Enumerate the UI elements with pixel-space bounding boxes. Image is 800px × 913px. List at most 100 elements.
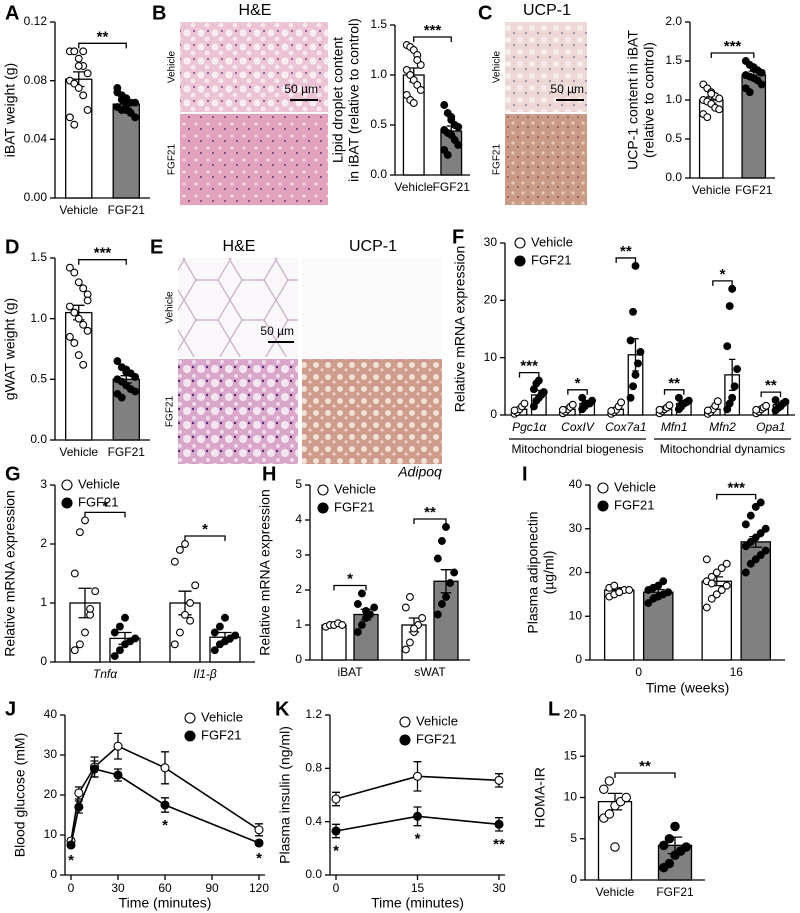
row-label: FGF21 <box>167 144 178 176</box>
group-label: Mitochondrial dynamics <box>660 442 785 456</box>
data-point <box>631 370 640 379</box>
histology-image <box>178 258 298 357</box>
y-tick-label: 3 <box>40 477 47 491</box>
data-point <box>353 628 362 636</box>
data-point <box>741 568 750 577</box>
data-point <box>83 69 92 78</box>
y-axis-label: Plasma insulin (ng/ml) <box>277 726 293 864</box>
data-point <box>625 586 634 594</box>
significance-label: * <box>256 850 262 867</box>
row-label: FGF21 <box>492 144 503 176</box>
data-point <box>186 616 195 625</box>
data-point <box>629 382 637 391</box>
panel-letter: F <box>452 226 464 248</box>
y-tick-label: 40 <box>44 707 58 721</box>
x-tick-label: CoxIV <box>561 420 595 434</box>
y-axis-label: Relative mRNA expression <box>452 246 468 413</box>
data-point <box>631 261 640 270</box>
data-point <box>707 89 716 98</box>
legend-marker <box>597 482 609 494</box>
legend-label: Vehicle <box>416 713 458 728</box>
row-label: Vehicle <box>165 291 176 324</box>
error-bar <box>440 569 452 594</box>
data-point <box>771 396 780 405</box>
legend-label: FGF21 <box>531 252 571 267</box>
data-point <box>175 628 184 637</box>
data-point <box>539 388 548 397</box>
histology-image <box>178 359 298 464</box>
image-title: UCP-1 <box>349 238 397 255</box>
data-point <box>664 588 673 597</box>
data-point <box>160 800 170 810</box>
significance-label: * <box>102 497 108 514</box>
group-label: Mitochondrial biogenesis <box>511 442 643 456</box>
data-point <box>442 523 450 531</box>
y-axis-label: (µg/ml) <box>541 551 557 595</box>
y-tick-label: 0 <box>570 872 577 886</box>
significance-label: ** <box>765 377 777 394</box>
legend-label: Vehicle <box>78 476 120 491</box>
panel-letter: I <box>522 463 528 485</box>
data-point <box>113 357 122 366</box>
y-axis-label: Lipid droplet content <box>330 37 346 163</box>
data-point <box>751 502 760 511</box>
panel-letter: L <box>548 698 560 720</box>
x-tick-label: FGF21 <box>433 180 471 194</box>
y-tick-label: 30 <box>44 747 58 761</box>
data-point <box>751 555 760 564</box>
y-tick-label: 1.5 <box>665 53 682 67</box>
data-point <box>629 307 637 316</box>
legend-label: FGF21 <box>201 727 241 742</box>
x-tick-label: Vehicle <box>596 885 635 899</box>
legend-label: Vehicle <box>614 479 656 494</box>
x-axis-label: Time (minutes) <box>371 895 464 911</box>
data-point <box>454 141 463 149</box>
data-point <box>131 98 140 107</box>
row-label: Vehicle <box>492 50 503 83</box>
data-point <box>413 56 422 64</box>
y-tick-label: 1.0 <box>370 67 387 81</box>
data-point <box>751 533 760 542</box>
data-point <box>79 284 88 293</box>
y-tick-label: 0.5 <box>30 372 47 386</box>
panel-letter: E <box>150 236 163 258</box>
legend-marker <box>399 716 411 728</box>
bar <box>353 613 379 661</box>
significance-label: * <box>68 852 74 869</box>
y-tick-label: 0.0 <box>370 167 387 181</box>
data-point <box>607 407 616 415</box>
data-point <box>703 113 712 122</box>
legend-marker <box>597 500 609 512</box>
data-point <box>113 88 122 97</box>
y-tick-label: 0 <box>40 654 47 668</box>
data-point <box>65 302 74 311</box>
y-tick-label: 20 <box>44 787 58 801</box>
y-axis-label: Blood glucose (mM) <box>12 733 28 858</box>
legend-marker <box>184 712 196 724</box>
data-point <box>433 554 442 563</box>
legend-label: Vehicle <box>531 234 573 249</box>
histology-image <box>180 114 328 205</box>
y-tick-label: 10 <box>569 608 583 622</box>
x-tick-label: Vehicle <box>59 203 98 217</box>
y-tick-label: 4 <box>295 512 302 526</box>
panel-letter: C <box>478 2 492 24</box>
y-tick-label: 20 <box>564 707 578 721</box>
chart-title: Adipoq <box>397 464 442 480</box>
data-point <box>447 116 456 124</box>
y-axis-label: HOMA-IR <box>532 767 548 828</box>
data-point <box>702 555 711 564</box>
data-point <box>762 401 771 410</box>
significance-bracket <box>333 584 367 591</box>
data-point <box>670 821 680 832</box>
histology-image <box>505 114 587 205</box>
data-point <box>707 594 716 603</box>
x-tick-label: 30 <box>111 881 125 895</box>
data-point <box>757 80 766 89</box>
data-point <box>412 811 423 821</box>
data-point <box>66 840 76 850</box>
data-point <box>450 568 459 577</box>
data-point <box>410 624 418 633</box>
y-tick-label: 0.04 <box>24 132 48 146</box>
